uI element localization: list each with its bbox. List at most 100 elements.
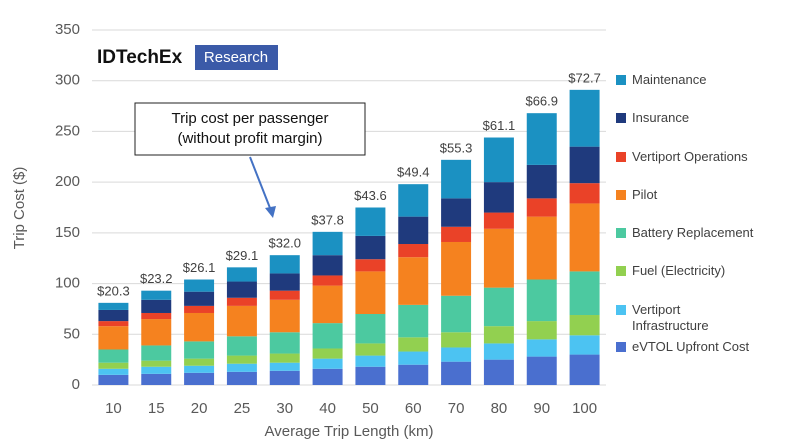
legend-swatch (616, 342, 626, 352)
bar-segment (312, 358, 343, 369)
bar-segment (355, 235, 386, 260)
bar-segment (483, 326, 514, 344)
bar-segment (441, 361, 472, 385)
legend-label: Maintenance (632, 72, 707, 87)
bar-segment (184, 358, 215, 366)
legend-swatch (616, 228, 626, 238)
bar-segment (441, 295, 472, 333)
bar-segment (398, 304, 429, 338)
bar-segment (526, 198, 557, 217)
x-tick-label: 40 (319, 400, 336, 417)
bar-segment (226, 267, 257, 282)
bar-segment (184, 341, 215, 359)
x-tick-label: 30 (276, 400, 293, 417)
legend-label: Insurance (632, 110, 690, 125)
bar-segment (526, 356, 557, 385)
bar-segment (141, 373, 172, 385)
bar-segment (184, 365, 215, 373)
bar-segment (441, 332, 472, 348)
legend-item: Vertiport Operations (616, 149, 786, 165)
legend-item: Pilot (616, 187, 786, 203)
bar-label: $49.4 (397, 165, 430, 180)
bar-segment (98, 302, 129, 310)
bar-segment (569, 146, 600, 184)
bar-segment (398, 244, 429, 258)
bar-label: $66.9 (525, 94, 558, 109)
bar-segment (269, 362, 300, 371)
legend-swatch (616, 152, 626, 162)
legend-swatch (616, 190, 626, 200)
bar-segment (483, 228, 514, 288)
bar-segment (441, 347, 472, 362)
bar-label: $32.0 (268, 236, 301, 251)
legend-label: Vertiport Infrastructure (632, 302, 709, 333)
x-tick-label: 100 (572, 400, 597, 417)
bar-segment (184, 372, 215, 385)
bar-segment (184, 312, 215, 342)
bar-segment (226, 305, 257, 337)
legend-swatch (616, 75, 626, 85)
y-axis-label: Trip Cost ($) (11, 167, 28, 250)
logo-badge-bg (195, 45, 278, 70)
bar-segment (269, 255, 300, 274)
x-tick-label: 15 (148, 400, 165, 417)
bar-segment (441, 226, 472, 242)
bar-segment (141, 345, 172, 361)
y-tick-label: 300 (55, 72, 80, 89)
bar-segment (355, 355, 386, 367)
legend-item: Insurance (616, 110, 786, 126)
bar-label: $55.3 (440, 140, 473, 155)
logo-badge: Research (204, 49, 268, 66)
bar-segment (398, 364, 429, 385)
bar-segment (141, 366, 172, 374)
bar-label: $26.1 (183, 260, 216, 275)
bar-label: $61.1 (483, 118, 516, 133)
callout-box (134, 102, 366, 156)
bar-segment (355, 343, 386, 356)
bar-segment (269, 290, 300, 300)
legend-label: Battery Replacement (632, 225, 754, 240)
x-tick-label: 80 (491, 400, 508, 417)
bar-segment (312, 348, 343, 359)
bar-segment (141, 312, 172, 320)
legend-swatch (616, 305, 626, 315)
bar-segment (569, 183, 600, 204)
bar-label: $29.1 (226, 248, 259, 263)
bar-segment (98, 374, 129, 385)
legend-label: Pilot (632, 187, 658, 202)
bar-segment (526, 113, 557, 165)
callout-arrowhead (265, 206, 276, 218)
bar-segment (569, 271, 600, 316)
bar-segment (269, 370, 300, 385)
bar-label: $43.6 (354, 188, 387, 203)
x-axis-label: Average Trip Length (km) (265, 423, 434, 440)
bar-segment (98, 349, 129, 363)
y-tick-label: 200 (55, 173, 80, 190)
bar-segment (141, 319, 172, 346)
legend-label: Fuel (Electricity) (632, 263, 726, 278)
bar-segment (269, 299, 300, 333)
legend-item: Fuel (Electricity) (616, 263, 786, 279)
bar-segment (141, 360, 172, 367)
bar-segment (483, 137, 514, 183)
legend-label: eVTOL Upfront Cost (632, 339, 750, 354)
bar-segment (98, 326, 129, 350)
bar-segment (483, 343, 514, 360)
bar-segment (98, 362, 129, 369)
legend-swatch (616, 266, 626, 276)
legend-item: Vertiport Infrastructure (616, 302, 786, 334)
bar-segment (312, 255, 343, 276)
x-tick-label: 20 (191, 400, 208, 417)
bar-segment (312, 323, 343, 349)
bar-segment (441, 241, 472, 296)
bar-segment (312, 285, 343, 324)
bar-segment (483, 359, 514, 385)
bar-segment (226, 371, 257, 385)
bar-segment (269, 353, 300, 363)
bar-segment (441, 198, 472, 227)
bar-segment (226, 281, 257, 298)
bar-segment (355, 271, 386, 314)
x-tick-label: 25 (234, 400, 251, 417)
